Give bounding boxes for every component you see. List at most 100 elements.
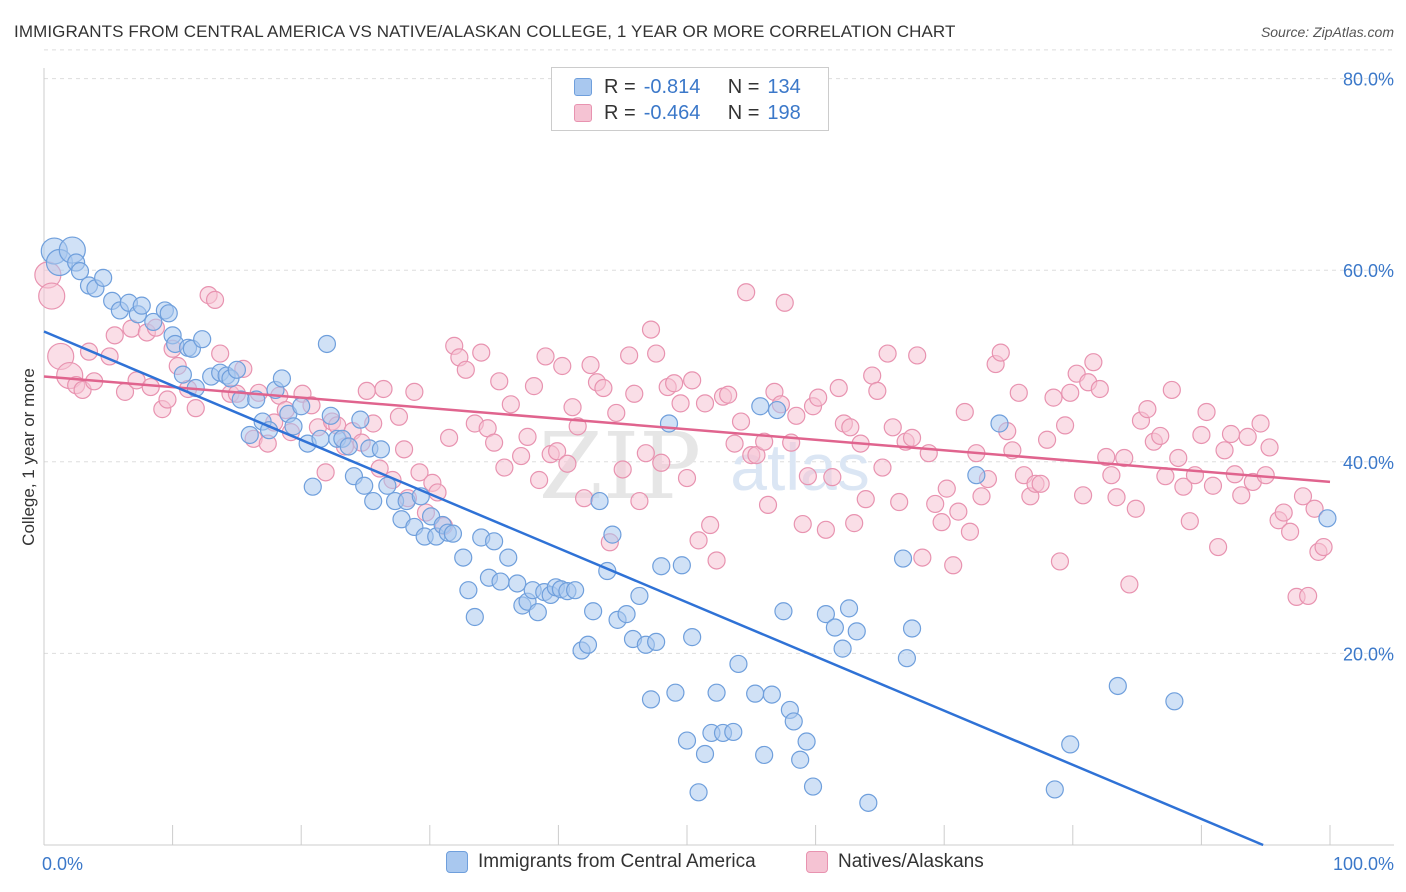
- natives-point-140: [926, 494, 945, 514]
- natives-point-197: [1260, 438, 1279, 457]
- natives-point-58: [439, 428, 459, 447]
- natives-point-123: [829, 378, 848, 398]
- natives-point-104: [719, 385, 738, 404]
- natives-point-144: [949, 502, 968, 521]
- legend-r-label: R =: [604, 75, 636, 98]
- natives-point-70: [518, 427, 537, 446]
- natives-point-101: [701, 515, 720, 535]
- immigrants-point-118: [797, 732, 816, 751]
- natives-point-77: [558, 454, 577, 473]
- natives-point-189: [1215, 441, 1234, 460]
- natives-point-190: [1221, 424, 1241, 444]
- legend-swatch-blue: [574, 78, 592, 96]
- immigrants-point-133: [1108, 676, 1127, 696]
- immigrants-point-4: [70, 262, 90, 281]
- natives-point-76: [553, 356, 572, 376]
- immigrants-point-107: [724, 722, 743, 742]
- immigrants-point-96: [652, 557, 671, 576]
- natives-point-195: [1251, 414, 1270, 433]
- natives-point-143: [944, 556, 963, 575]
- immigrants-point-121: [825, 618, 844, 637]
- series-legend-immigrants[interactable]: Immigrants from Central America: [446, 851, 756, 873]
- natives-point-93: [652, 453, 671, 472]
- y-tick-label-0: 20.0%: [1343, 644, 1394, 664]
- natives-point-97: [677, 468, 697, 488]
- natives-point-14: [141, 377, 160, 397]
- immigrants-point-85: [584, 602, 603, 621]
- stats-legend: R = -0.814 N = 134 R = -0.464 N = 198: [551, 67, 829, 131]
- legend-row-immigrants: R = -0.814 N = 134: [574, 74, 801, 100]
- natives-point-180: [1162, 380, 1181, 400]
- immigrants-point-34: [272, 369, 292, 388]
- immigrants-point-47: [351, 410, 370, 429]
- natives-point-172: [1115, 448, 1134, 468]
- grid-layer: 20.0% 40.0% 60.0% 80.0%: [44, 49, 1394, 664]
- natives-point-148: [972, 487, 991, 506]
- natives-point-102: [707, 551, 726, 570]
- natives-point-110: [755, 432, 774, 451]
- natives-point-90: [636, 444, 655, 463]
- natives-point-71: [524, 377, 544, 396]
- natives-trend-line: [43, 375, 1331, 484]
- immigrants-point-69: [485, 532, 504, 551]
- immigrants-point-37: [292, 397, 311, 416]
- natives-point-130: [868, 381, 887, 401]
- immigrants-point-22: [193, 330, 212, 349]
- immigrants-point-127: [897, 649, 917, 668]
- legend-n-value: 134: [767, 75, 801, 98]
- natives-point-105: [725, 434, 744, 453]
- natives-point-121: [816, 520, 835, 539]
- legend-n-value: 198: [767, 101, 801, 124]
- immigrants-point-116: [784, 712, 803, 731]
- series-legend-natives[interactable]: Natives/Alaskans: [806, 851, 984, 873]
- natives-point-129: [863, 366, 882, 385]
- natives-point-107: [737, 283, 756, 302]
- immigrants-point-101: [683, 628, 702, 647]
- immigrants-point-50: [364, 491, 383, 511]
- natives-point-24: [211, 344, 230, 363]
- natives-point-138: [913, 548, 932, 567]
- natives-point-169: [1097, 447, 1116, 467]
- series-legend: Immigrants from Central America Natives/…: [0, 851, 1406, 879]
- immigrants-trend-line: [43, 330, 1264, 847]
- natives-point-146: [960, 522, 980, 541]
- legend-r-label: R =: [604, 101, 636, 124]
- natives-point-185: [1192, 425, 1211, 445]
- immigrants-point-103: [695, 744, 715, 764]
- natives-point-181: [1169, 448, 1188, 468]
- natives-point-68: [501, 395, 520, 414]
- chart-title: IMMIGRANTS FROM CENTRAL AMERICA VS NATIV…: [14, 22, 956, 41]
- natives-point-78: [563, 398, 582, 417]
- immigrants-point-94: [641, 690, 661, 709]
- immigrants-point-12: [132, 296, 151, 315]
- natives-point-69: [512, 446, 531, 466]
- natives-point-133: [883, 418, 902, 437]
- natives-point-163: [1061, 383, 1080, 402]
- natives-point-206: [1314, 537, 1333, 557]
- series-swatch-pink: [806, 851, 828, 873]
- immigrants-point-88: [603, 525, 622, 544]
- legend-swatch-pink: [574, 104, 592, 122]
- natives-point-50: [394, 440, 414, 459]
- immigrants-point-45: [339, 437, 358, 456]
- natives-point-199: [1274, 503, 1293, 522]
- legend-n-label: N =: [727, 101, 760, 124]
- immigrants-point-125: [859, 793, 878, 812]
- natives-point-160: [1044, 388, 1063, 407]
- natives-point-202: [1293, 487, 1313, 506]
- natives-point-151: [991, 343, 1010, 362]
- immigrants-point-117: [791, 750, 810, 769]
- immigrants-point-48: [355, 476, 374, 495]
- natives-point-141: [932, 513, 951, 532]
- legend-n-label: N =: [727, 75, 760, 98]
- natives-point-128: [856, 490, 875, 509]
- natives-point-154: [1009, 383, 1028, 402]
- natives-point-63: [472, 343, 491, 362]
- natives-point-145: [955, 402, 974, 422]
- natives-point-162: [1055, 416, 1075, 435]
- immigrants-point-135: [1318, 509, 1337, 528]
- immigrants-point-41: [317, 334, 337, 354]
- series-legend-label: Natives/Alaskans: [838, 851, 984, 872]
- natives-point-139: [919, 444, 938, 463]
